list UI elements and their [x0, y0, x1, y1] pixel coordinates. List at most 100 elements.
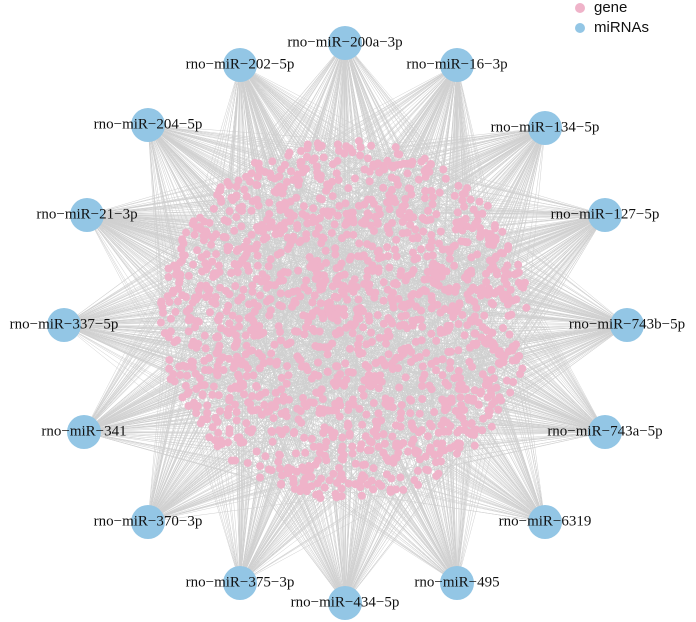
gene-node: [171, 307, 180, 316]
edge: [344, 42, 415, 430]
gene-node: [427, 422, 436, 431]
gene-node: [463, 321, 472, 330]
node-label: rno−miR−21−3p: [36, 206, 137, 222]
gene-node: [320, 483, 329, 492]
gene-node: [339, 281, 348, 290]
gene-node: [358, 471, 367, 480]
node-label: rno−miR−204−5p: [94, 116, 203, 132]
gene-node: [473, 286, 482, 295]
gene-node: [315, 489, 324, 498]
edge: [147, 124, 506, 271]
gene-node: [265, 311, 274, 320]
edge: [438, 243, 458, 584]
gene-node: [476, 224, 485, 233]
gene-node: [485, 338, 494, 347]
edge: [228, 64, 458, 401]
edge: [468, 299, 606, 433]
edge: [86, 214, 417, 307]
edge: [285, 429, 546, 523]
gene-node: [370, 293, 379, 302]
gene-node: [354, 201, 363, 210]
gene-node: [338, 442, 347, 451]
gene-node: [355, 404, 364, 413]
gene-node: [252, 242, 261, 251]
gene-node: [165, 364, 174, 373]
gene-node: [238, 256, 247, 265]
gene-node: [350, 174, 359, 183]
gene-node: [247, 312, 256, 321]
gene-node: [432, 336, 441, 345]
edge: [147, 124, 175, 266]
gene-node: [204, 354, 213, 363]
gene-node: [450, 241, 459, 250]
gene-node: [514, 278, 523, 287]
gene-node: [449, 313, 458, 322]
edge: [86, 178, 446, 216]
gene-node: [380, 439, 389, 448]
gene-node: [324, 343, 333, 352]
gene-node: [435, 188, 444, 197]
gene-node: [407, 396, 416, 405]
gene-node: [231, 282, 240, 291]
edge: [63, 324, 337, 335]
gene-node: [484, 231, 493, 240]
gene-node: [407, 160, 416, 169]
edge: [83, 366, 180, 433]
gene-node: [385, 263, 394, 272]
gene-node: [342, 209, 351, 218]
gene-node: [465, 295, 474, 304]
gene-node: [389, 194, 398, 203]
gene-node: [341, 359, 350, 368]
gene-node: [457, 401, 466, 410]
gene-node: [423, 466, 432, 475]
edge: [489, 324, 628, 381]
gene-node: [284, 371, 293, 380]
gene-node: [317, 408, 326, 417]
gene-node: [290, 428, 299, 437]
edge: [311, 485, 546, 523]
edge: [83, 426, 213, 433]
gene-node: [365, 177, 374, 186]
gene-node: [418, 362, 427, 371]
edge: [86, 214, 413, 239]
node-label: rno−miR−127−5p: [551, 206, 660, 222]
gene-node: [262, 283, 271, 292]
gene-node: [247, 206, 256, 215]
gene-node: [170, 261, 179, 270]
gene-node: [458, 385, 467, 394]
gene-node: [208, 297, 217, 306]
gene-node: [325, 476, 334, 485]
gene-node: [297, 236, 306, 245]
gene-node: [292, 193, 301, 202]
edge: [456, 64, 483, 214]
gene-node: [235, 322, 244, 331]
edge: [482, 214, 606, 375]
gene-node: [306, 465, 315, 474]
node-label: rno−miR−6319: [499, 513, 592, 529]
edge: [83, 319, 219, 433]
edge: [147, 124, 226, 238]
edge: [426, 220, 606, 433]
gene-node: [281, 201, 290, 210]
gene-node: [357, 385, 366, 394]
mirna-node: [588, 415, 622, 449]
gene-node: [365, 211, 374, 220]
gene-node: [379, 278, 388, 287]
gene-node: [395, 150, 404, 159]
gene-node: [358, 461, 367, 470]
gene-node: [391, 485, 400, 494]
gene-node: [375, 168, 384, 177]
edge: [223, 324, 628, 371]
mirna-node: [440, 566, 474, 600]
gene-node: [369, 199, 378, 208]
gene-node: [355, 334, 364, 343]
edge: [147, 124, 446, 290]
gene-node: [379, 430, 388, 439]
edge: [258, 42, 346, 397]
gene-node: [423, 274, 432, 283]
gene-node: [368, 242, 377, 251]
gene-node: [355, 239, 364, 248]
edge: [522, 127, 546, 288]
gene-node: [299, 311, 308, 320]
gene-node: [427, 231, 436, 240]
